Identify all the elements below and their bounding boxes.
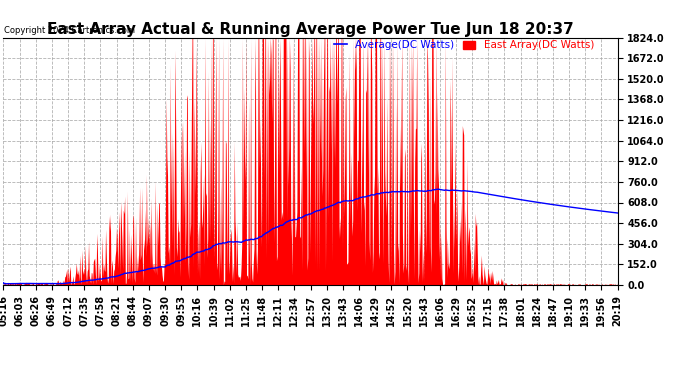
- Legend: Average(DC Watts), East Array(DC Watts): Average(DC Watts), East Array(DC Watts): [335, 40, 594, 50]
- Text: Copyright 2024 Cartronics.com: Copyright 2024 Cartronics.com: [4, 26, 135, 35]
- Title: East Array Actual & Running Average Power Tue Jun 18 20:37: East Array Actual & Running Average Powe…: [47, 22, 574, 38]
